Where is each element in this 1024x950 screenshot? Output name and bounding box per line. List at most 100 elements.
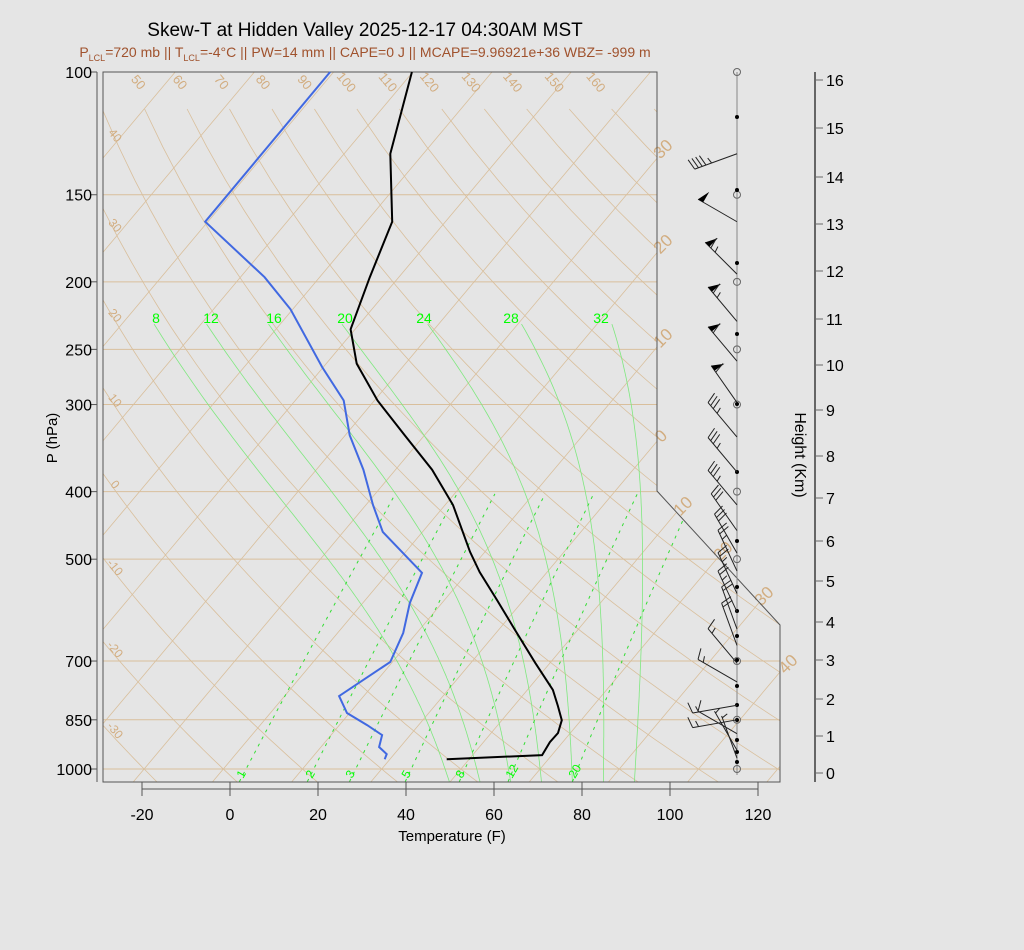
isotherm-line bbox=[103, 72, 176, 782]
wind-barb bbox=[707, 323, 738, 362]
barb-half bbox=[721, 713, 728, 719]
barb-full bbox=[710, 463, 718, 474]
barb-full bbox=[697, 648, 702, 660]
mixing-ratio-line bbox=[349, 493, 496, 782]
level-dot bbox=[735, 332, 739, 336]
mixing-ratio-line bbox=[507, 493, 638, 782]
wind-barb bbox=[697, 648, 738, 683]
level-circle bbox=[733, 765, 741, 773]
subtitle-pval: =720 mb || T bbox=[105, 44, 184, 60]
isotherm-line bbox=[103, 72, 414, 782]
chart-title: Skew-T at Hidden Valley 2025-12-17 04:30… bbox=[147, 20, 583, 41]
dry-adiabat-label: 150 bbox=[542, 69, 567, 95]
barb-full bbox=[717, 544, 728, 554]
dry-adiabat-line bbox=[144, 108, 780, 782]
wind-barb bbox=[697, 191, 738, 223]
barb-full bbox=[712, 466, 721, 477]
level-circle bbox=[733, 345, 741, 354]
level-dot bbox=[735, 634, 739, 638]
barb-staff bbox=[697, 198, 738, 223]
level-circle bbox=[733, 657, 741, 666]
height-tick-label: 0 bbox=[826, 766, 835, 783]
height-tick-label: 3 bbox=[826, 653, 835, 670]
wind-barb bbox=[710, 484, 738, 531]
dry-adiabat-line bbox=[356, 108, 780, 782]
barb-full bbox=[719, 526, 729, 535]
height-tick-label: 16 bbox=[826, 73, 844, 90]
barb-full bbox=[721, 579, 732, 588]
wind-barb bbox=[717, 544, 738, 594]
dry-adiabat-line bbox=[103, 108, 478, 782]
dry-adiabat-line bbox=[696, 108, 780, 782]
dry-adiabat-line bbox=[103, 108, 719, 782]
height-tick-label: 9 bbox=[826, 403, 835, 420]
barb-staff bbox=[721, 715, 738, 759]
isotherm-line bbox=[529, 72, 780, 782]
level-dot bbox=[735, 750, 739, 754]
level-dot bbox=[735, 738, 739, 742]
dry-adiabat-line bbox=[271, 108, 780, 782]
moist-adiabat-label: 28 bbox=[503, 310, 519, 326]
dry-adiabat-line bbox=[103, 108, 238, 782]
level-dot bbox=[735, 539, 739, 543]
barb-full bbox=[707, 392, 715, 403]
dry-adiabat-line bbox=[103, 108, 318, 782]
wind-barb bbox=[714, 707, 738, 751]
barb-half bbox=[716, 442, 721, 449]
level-circle bbox=[733, 68, 741, 76]
level-dot bbox=[735, 585, 739, 589]
dry-adiabat-label: 0 bbox=[108, 477, 123, 491]
moist-adiabat-line bbox=[341, 323, 542, 782]
wind-barb bbox=[721, 596, 738, 646]
dry-adiabat-line bbox=[314, 108, 780, 782]
dry-adiabat-label: 40 bbox=[105, 126, 125, 145]
isotherm-line bbox=[103, 72, 493, 782]
barb-half bbox=[716, 475, 721, 482]
barb-full bbox=[710, 484, 719, 495]
barb-full bbox=[712, 283, 721, 294]
subtitle-sub: LCL bbox=[88, 52, 106, 63]
barb-staff bbox=[697, 658, 738, 683]
mixing-ratio-line bbox=[238, 493, 396, 782]
moist-adiabat-label: 12 bbox=[203, 310, 219, 326]
isotherm-label: 30 bbox=[650, 136, 677, 163]
isotherm-label: 0 bbox=[651, 426, 671, 446]
barb-half bbox=[702, 656, 705, 663]
barb-full bbox=[707, 427, 715, 438]
dry-adiabat-label: 80 bbox=[253, 72, 274, 93]
level-dot bbox=[735, 703, 739, 707]
barb-half bbox=[695, 720, 700, 727]
barb-full bbox=[707, 460, 715, 471]
barb-full bbox=[717, 522, 728, 531]
level-circle bbox=[733, 555, 741, 564]
barb-full bbox=[712, 399, 721, 409]
barb-full bbox=[722, 599, 733, 608]
barb-full bbox=[715, 363, 724, 373]
isotherm-line bbox=[212, 72, 780, 782]
barb-half bbox=[721, 557, 728, 563]
isotherm-line bbox=[291, 72, 780, 782]
barb-staff bbox=[707, 437, 738, 473]
height-tick-label: 12 bbox=[826, 264, 844, 281]
barb-staff bbox=[707, 470, 738, 506]
x-tick-label: 20 bbox=[309, 807, 327, 824]
x-tick-label: -20 bbox=[130, 807, 153, 824]
dry-adiabat-line bbox=[399, 108, 780, 782]
barb-full bbox=[699, 155, 707, 166]
dry-adiabat-label: 160 bbox=[583, 69, 608, 95]
moist-adiabat-label: 8 bbox=[152, 310, 160, 326]
moist-adiabat-line bbox=[521, 323, 605, 782]
y-tick-label: 850 bbox=[65, 713, 92, 730]
height-tick-label: 14 bbox=[826, 170, 844, 187]
dewpoint-line bbox=[203, 71, 424, 760]
x-axis-title: Temperature (F) bbox=[398, 828, 506, 845]
level-dot bbox=[735, 658, 739, 662]
height-tick-label: 7 bbox=[826, 491, 835, 508]
y-tick-label: 100 bbox=[65, 65, 92, 82]
dry-adiabat-label: -20 bbox=[104, 638, 126, 661]
isotherm-label: 20 bbox=[650, 231, 677, 258]
height-tick-label: 10 bbox=[826, 358, 844, 375]
chart-subtitle: PLCL=720 mb || TLCL=-4°C || PW=14 mm || … bbox=[0, 44, 730, 63]
barb-full bbox=[719, 548, 729, 557]
y-tick-label: 150 bbox=[65, 188, 92, 205]
